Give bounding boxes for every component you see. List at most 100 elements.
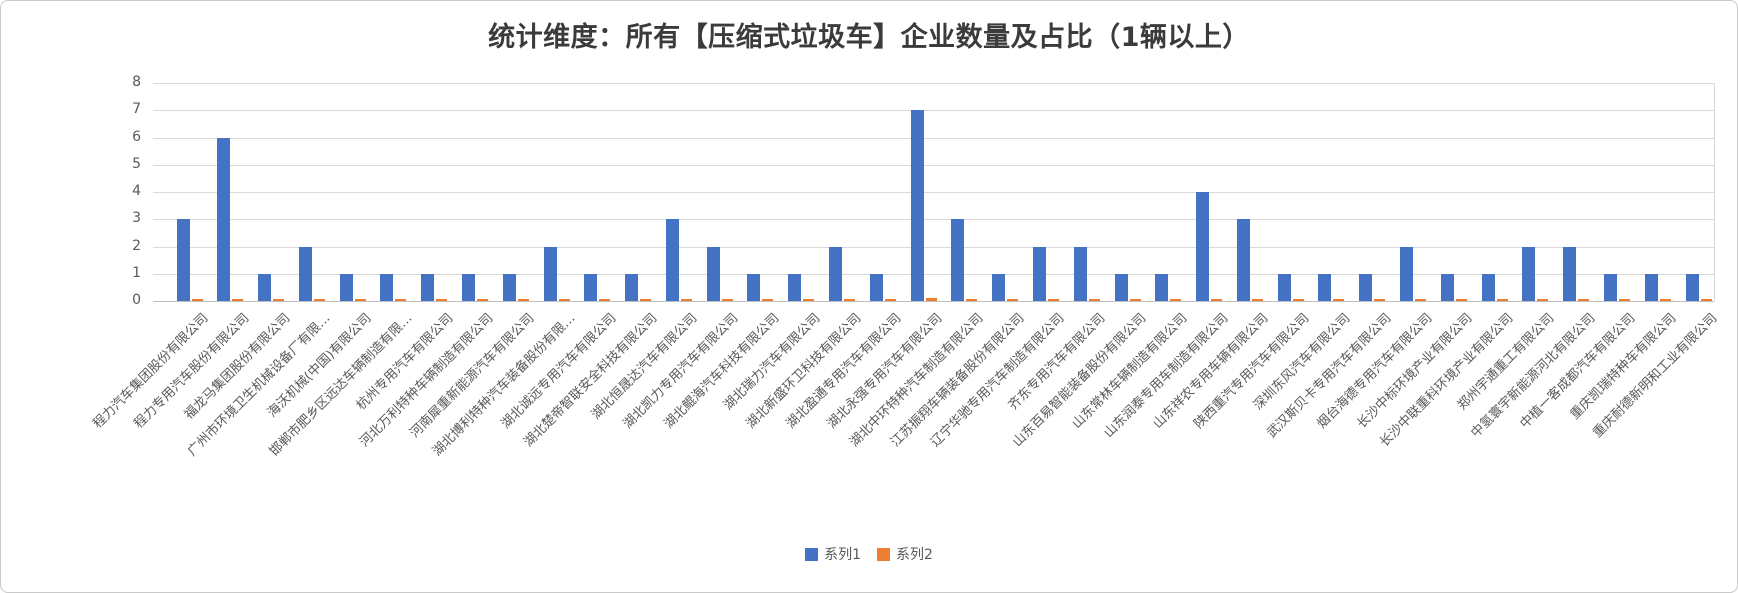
bar-series1 xyxy=(258,273,272,301)
bar-series2 xyxy=(395,299,407,301)
bar-series1 xyxy=(706,246,720,301)
bar-series1 xyxy=(788,273,802,301)
bar-series2 xyxy=(1374,299,1386,301)
series1-swatch-icon xyxy=(805,547,819,561)
legend-label-series2: 系列2 xyxy=(896,547,933,563)
gridline xyxy=(153,273,1714,275)
bar-series2 xyxy=(313,299,325,301)
bar-series1 xyxy=(1440,273,1454,301)
bar-series1 xyxy=(992,273,1006,301)
bar-series2 xyxy=(884,299,896,301)
gridline xyxy=(153,83,1714,84)
bar-series2 xyxy=(1007,299,1019,301)
bar-series1 xyxy=(421,273,435,301)
bar-series2 xyxy=(1333,299,1345,301)
gridline xyxy=(153,137,1714,139)
bar-series2 xyxy=(762,299,774,301)
bar-series1 xyxy=(1685,273,1699,301)
bar-series2 xyxy=(680,299,692,301)
bar-series2 xyxy=(844,299,856,301)
y-axis-tick-label: 1 xyxy=(132,264,141,281)
series2-swatch-icon xyxy=(877,547,890,561)
bar-series2 xyxy=(1455,299,1467,301)
bar-series1 xyxy=(1196,192,1210,301)
bar-series1 xyxy=(1603,273,1617,301)
bar-series1 xyxy=(1563,246,1577,301)
bar-series2 xyxy=(803,299,815,301)
y-axis-tick-label: 0 xyxy=(132,292,141,308)
bar-series2 xyxy=(1292,299,1304,301)
bar-series2 xyxy=(273,299,285,301)
bar-series1 xyxy=(176,219,190,301)
bar-series1 xyxy=(298,246,312,301)
bar-series1 xyxy=(217,137,231,301)
bar-series1 xyxy=(584,273,598,301)
bar-series1 xyxy=(1400,246,1414,301)
bar-series1 xyxy=(543,246,557,301)
bar-series2 xyxy=(1618,299,1630,301)
bar-series1 xyxy=(1481,273,1495,301)
bar-series1 xyxy=(1277,273,1291,301)
bar-series1 xyxy=(1318,273,1332,301)
gridline xyxy=(153,246,1714,248)
y-axis-tick-label: 7 xyxy=(132,101,141,118)
bar-series2 xyxy=(1496,299,1508,301)
gridline xyxy=(153,219,1714,221)
secondary-axis-line xyxy=(1714,83,1715,301)
y-axis-tick-label: 8 xyxy=(132,74,141,90)
bar-series2 xyxy=(517,299,529,301)
chart-title: 统计维度：所有【压缩式垃圾车】企业数量及占比（1辆以上） xyxy=(488,22,1250,53)
bar-series2 xyxy=(191,299,203,301)
bar-series1 xyxy=(1032,246,1046,301)
bar-series1 xyxy=(380,273,394,301)
bar-series1 xyxy=(1073,246,1087,301)
bar-series1 xyxy=(951,219,965,301)
bar-series1 xyxy=(502,273,516,301)
bar-series2 xyxy=(558,299,570,301)
bar-series1 xyxy=(1236,219,1250,301)
y-axis-tick-label: 5 xyxy=(132,155,141,172)
bar-series2 xyxy=(436,299,448,301)
bar-series2 xyxy=(925,298,937,301)
y-axis-tick-label: 3 xyxy=(132,210,141,227)
legend-item-series2: 系列2 xyxy=(877,544,933,564)
legend-item-series1: 系列1 xyxy=(805,544,861,564)
y-axis-tick-label: 6 xyxy=(132,128,141,145)
bar-series2 xyxy=(1415,299,1427,301)
bar-series1 xyxy=(1155,273,1169,301)
bar-series1 xyxy=(747,273,761,301)
legend: 系列1 系列2 xyxy=(1,544,1737,564)
bar-series2 xyxy=(721,299,733,301)
bar-series2 xyxy=(1088,299,1100,301)
bar-series1 xyxy=(1359,273,1373,301)
gridline xyxy=(153,110,1714,112)
bar-series1 xyxy=(829,246,843,301)
bar-series1 xyxy=(910,110,924,301)
bar-series1 xyxy=(1114,273,1128,301)
bar-series2 xyxy=(599,299,611,301)
bar-series2 xyxy=(354,299,366,301)
bar-series2 xyxy=(1251,299,1263,301)
bar-series2 xyxy=(1537,299,1549,301)
bar-series2 xyxy=(1659,299,1671,301)
bar-series2 xyxy=(1700,299,1712,301)
y-axis-tick-label: 2 xyxy=(132,237,141,254)
bar-series1 xyxy=(625,273,639,301)
bar-series1 xyxy=(1644,273,1658,301)
bar-series2 xyxy=(966,299,978,301)
bar-series1 xyxy=(665,219,679,301)
gridline xyxy=(153,192,1714,193)
y-axis-tick-label: 4 xyxy=(132,183,141,199)
bar-series1 xyxy=(1522,246,1536,301)
legend-label-series1: 系列1 xyxy=(824,547,861,563)
gridline xyxy=(153,164,1714,166)
bar-series1 xyxy=(339,273,353,301)
bar-series2 xyxy=(1047,299,1059,301)
bar-series2 xyxy=(1129,299,1141,301)
x-axis-line xyxy=(153,301,1714,302)
bar-series2 xyxy=(640,299,652,301)
bar-series2 xyxy=(1170,299,1182,301)
bar-series1 xyxy=(461,273,475,301)
